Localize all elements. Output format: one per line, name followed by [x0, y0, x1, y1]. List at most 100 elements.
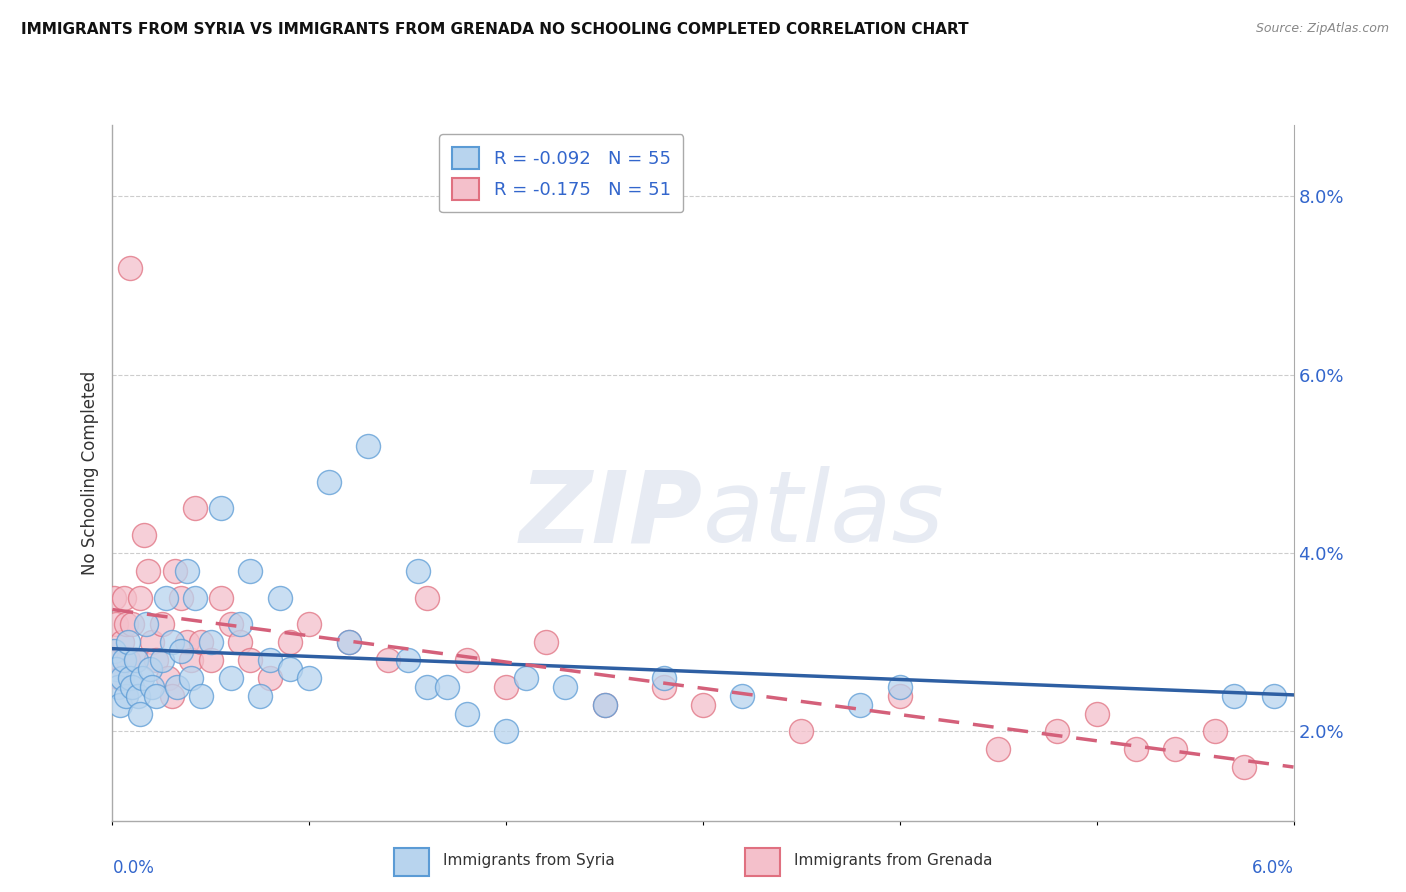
Point: [170, 644, 193, 658]
Point: [200, 653, 222, 667]
Point: [534, 635, 557, 649]
Point: [129, 706, 152, 721]
Point: [456, 653, 478, 667]
Point: [1164, 742, 1187, 756]
Point: [121, 617, 143, 632]
Point: [1204, 724, 1226, 739]
Point: [239, 564, 262, 578]
Point: [1046, 724, 1069, 739]
Point: [209, 501, 232, 516]
Point: [166, 680, 188, 694]
Point: [456, 706, 478, 721]
Point: [117, 635, 139, 649]
Point: [239, 653, 262, 667]
Point: [105, 662, 128, 676]
Point: [105, 617, 128, 632]
Point: [103, 591, 125, 605]
Point: [406, 564, 429, 578]
Point: [1233, 760, 1256, 774]
FancyBboxPatch shape: [745, 848, 780, 876]
Point: [515, 671, 537, 685]
Point: [849, 698, 872, 712]
Point: [141, 635, 163, 649]
Point: [416, 680, 439, 694]
Point: [1223, 689, 1246, 703]
Point: [1085, 706, 1108, 721]
Point: [298, 617, 321, 632]
Point: [117, 653, 139, 667]
Point: [184, 501, 207, 516]
Point: [396, 653, 419, 667]
Point: [731, 689, 754, 703]
Point: [298, 671, 321, 685]
Text: Source: ZipAtlas.com: Source: ZipAtlas.com: [1256, 22, 1389, 36]
Point: [145, 653, 167, 667]
Text: Immigrants from Grenada: Immigrants from Grenada: [794, 854, 993, 868]
Point: [219, 671, 242, 685]
Point: [132, 528, 155, 542]
Point: [115, 689, 138, 703]
Text: atlas: atlas: [703, 466, 945, 563]
Point: [145, 689, 167, 703]
Point: [357, 439, 380, 453]
Legend: R = -0.092   N = 55, R = -0.175   N = 51: R = -0.092 N = 55, R = -0.175 N = 51: [439, 134, 683, 212]
Point: [1125, 742, 1147, 756]
Point: [165, 564, 187, 578]
Y-axis label: No Schooling Completed: No Schooling Completed: [82, 371, 100, 574]
Point: [249, 689, 271, 703]
Point: [110, 671, 132, 685]
Point: [554, 680, 576, 694]
Point: [160, 635, 183, 649]
Point: [131, 671, 153, 685]
Point: [692, 698, 714, 712]
Point: [593, 698, 616, 712]
Point: [176, 564, 198, 578]
Point: [889, 689, 911, 703]
Point: [337, 635, 360, 649]
Point: [129, 591, 152, 605]
Point: [170, 591, 193, 605]
Text: Immigrants from Syria: Immigrants from Syria: [443, 854, 614, 868]
Point: [136, 564, 159, 578]
Point: [219, 617, 242, 632]
Point: [790, 724, 813, 739]
Point: [200, 635, 222, 649]
Point: [190, 689, 212, 703]
Point: [318, 475, 340, 489]
Point: [259, 671, 281, 685]
Point: [269, 591, 291, 605]
Point: [180, 653, 202, 667]
Point: [107, 653, 129, 667]
Point: [377, 653, 399, 667]
Point: [115, 617, 138, 632]
Text: IMMIGRANTS FROM SYRIA VS IMMIGRANTS FROM GRENADA NO SCHOOLING COMPLETED CORRELAT: IMMIGRANTS FROM SYRIA VS IMMIGRANTS FROM…: [21, 22, 969, 37]
Point: [141, 680, 163, 694]
Point: [190, 635, 212, 649]
Point: [139, 662, 162, 676]
Text: 6.0%: 6.0%: [1251, 859, 1294, 877]
Point: [1263, 689, 1285, 703]
Point: [112, 653, 135, 667]
Point: [495, 680, 517, 694]
Point: [135, 617, 157, 632]
Point: [652, 671, 675, 685]
Point: [176, 635, 198, 649]
Point: [229, 635, 252, 649]
Point: [278, 635, 301, 649]
FancyBboxPatch shape: [394, 848, 429, 876]
Point: [120, 671, 142, 685]
Point: [337, 635, 360, 649]
Point: [495, 724, 517, 739]
Point: [155, 591, 177, 605]
Point: [278, 662, 301, 676]
Point: [150, 653, 173, 667]
Point: [125, 653, 148, 667]
Point: [156, 671, 179, 685]
Point: [160, 689, 183, 703]
Point: [150, 617, 173, 632]
Point: [111, 635, 134, 649]
Point: [103, 644, 125, 658]
Point: [416, 591, 439, 605]
Point: [125, 653, 148, 667]
Point: [107, 680, 129, 694]
